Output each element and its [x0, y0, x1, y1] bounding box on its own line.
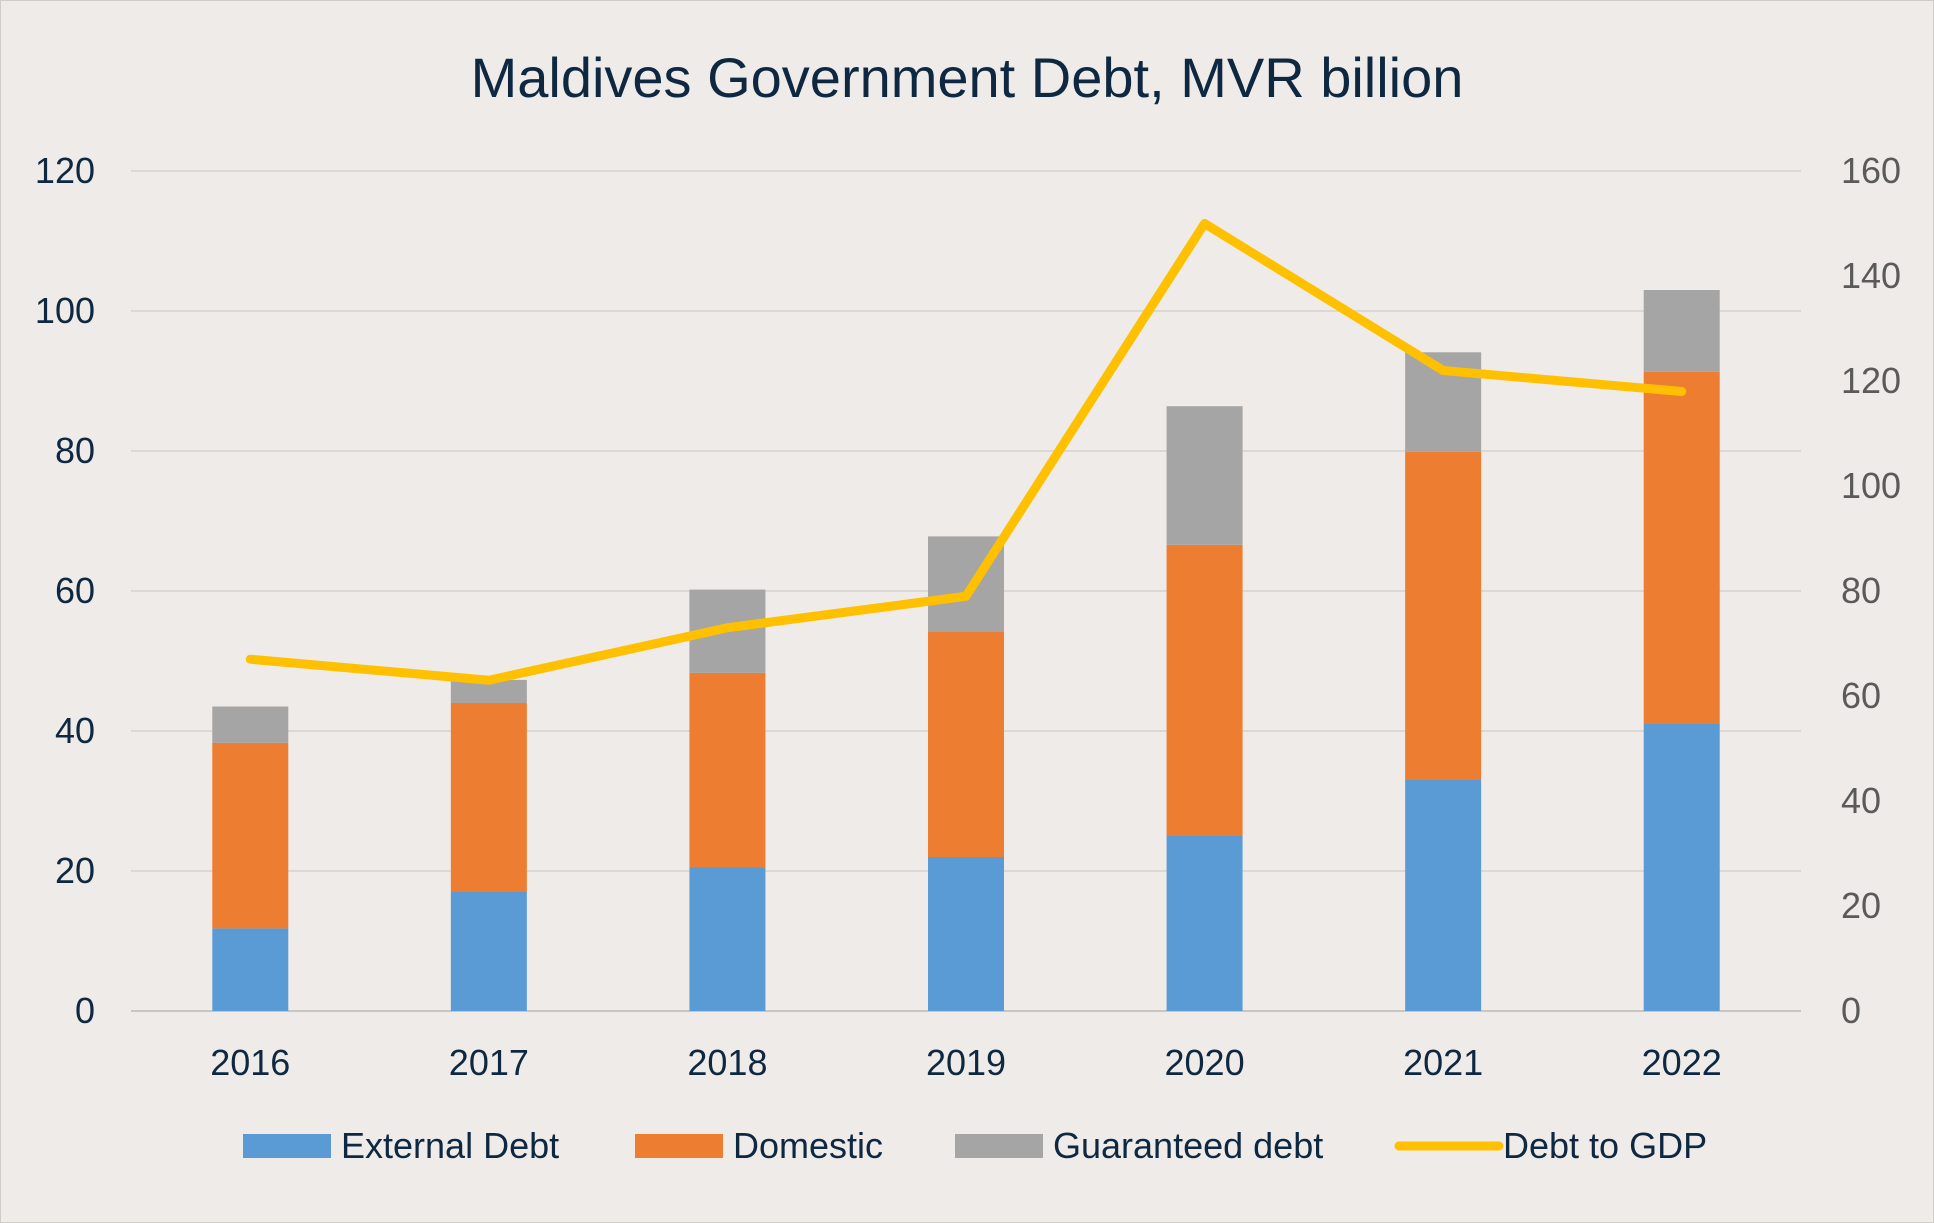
legend: External Debt Domestic Guaranteed debt Debt…	[243, 1125, 1707, 1166]
y-right-tick-label: 100	[1841, 465, 1901, 506]
y-right-tick-label: 120	[1841, 360, 1901, 401]
line-series	[245, 219, 1687, 685]
axes: 0 20 40 60 80 100 120 0 20 40 60 80 100 120 140 160 2016…	[35, 150, 1901, 1083]
bar-external-debt	[450, 892, 527, 1011]
x-tick-label: 2017	[449, 1042, 529, 1083]
y-left-tick-label: 0	[75, 990, 95, 1031]
bar-guaranteed-debt	[212, 706, 289, 743]
y-left-tick-label: 100	[35, 290, 95, 331]
bar-guaranteed-debt	[450, 679, 527, 703]
bar-domestic	[689, 672, 766, 868]
bar-domestic	[1405, 451, 1482, 780]
bar-external-debt	[928, 857, 1004, 1011]
bar-domestic	[1643, 371, 1720, 724]
legend-swatch-domestic	[635, 1134, 723, 1158]
legend-label: Debt to GDP	[1503, 1125, 1707, 1166]
legend-swatch-external-debt	[243, 1134, 331, 1158]
y-right-tick-label: 20	[1841, 885, 1881, 926]
y-left-tick-label: 20	[55, 850, 95, 891]
bar-guaranteed-debt	[1166, 406, 1243, 545]
y-right-tick-label: 0	[1841, 990, 1861, 1031]
legend-swatch-guaranteed-debt	[955, 1134, 1043, 1158]
bar-guaranteed-debt	[1643, 290, 1720, 372]
bar-external-debt	[1405, 780, 1482, 1011]
x-tick-label: 2018	[687, 1042, 767, 1083]
x-tick-label: 2020	[1165, 1042, 1245, 1083]
y-left-tick-label: 60	[55, 570, 95, 611]
bar-external-debt	[1643, 724, 1720, 1011]
bar-domestic	[450, 703, 527, 892]
x-tick-label: 2021	[1403, 1042, 1483, 1083]
bar-external-debt	[212, 928, 289, 1011]
y-right-tick-label: 60	[1841, 675, 1881, 716]
y-right-tick-label: 140	[1841, 255, 1901, 296]
y-right-tick-label: 40	[1841, 780, 1881, 821]
y-right-tick-label: 160	[1841, 150, 1901, 191]
bars	[212, 290, 1720, 1011]
y-right-tick-label: 80	[1841, 570, 1881, 611]
y-left-tick-label: 80	[55, 430, 95, 471]
bar-domestic	[928, 631, 1004, 857]
y-left-tick-label: 40	[55, 710, 95, 751]
x-tick-label: 2016	[210, 1042, 290, 1083]
x-tick-label: 2022	[1642, 1042, 1722, 1083]
legend-label: Guaranteed debt	[1053, 1125, 1323, 1166]
chart-title: Maldives Government Debt, MVR billion	[471, 46, 1464, 109]
bar-domestic	[212, 742, 289, 929]
x-tick-label: 2019	[926, 1042, 1006, 1083]
bar-domestic	[1166, 544, 1243, 836]
legend-label: External Debt	[341, 1125, 559, 1166]
y-left-tick-label: 120	[35, 150, 95, 191]
bar-external-debt	[689, 867, 766, 1011]
legend-label: Domestic	[733, 1125, 883, 1166]
bar-external-debt	[1166, 836, 1243, 1011]
